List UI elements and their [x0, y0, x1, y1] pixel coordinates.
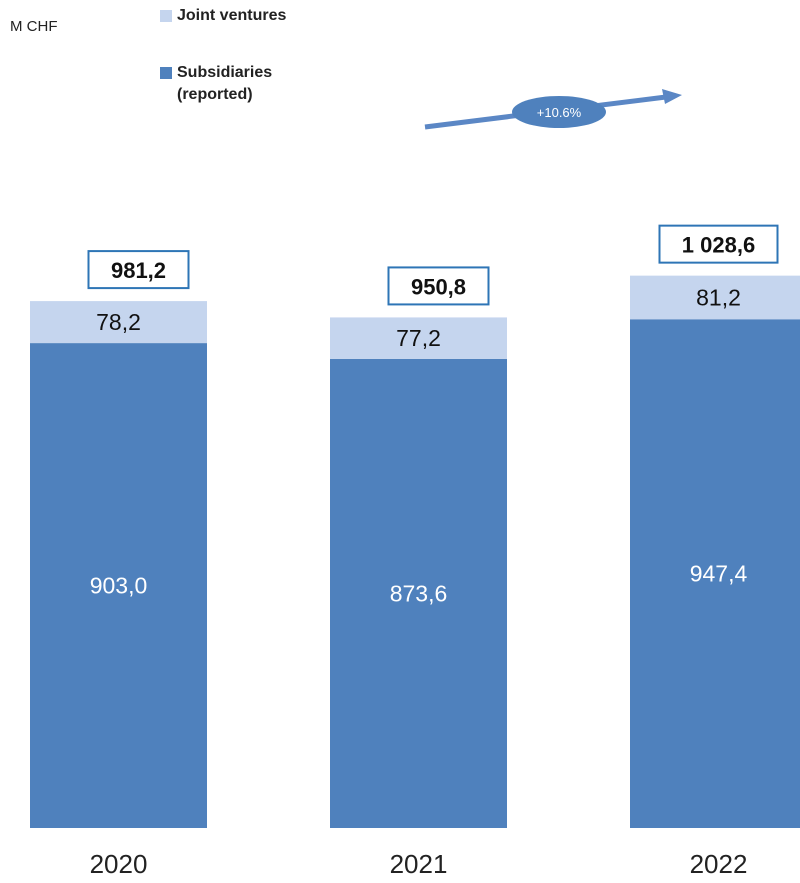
bar-subsidiaries-2021: [330, 358, 507, 828]
value-label-subsidiaries-2021: 873,6: [390, 580, 448, 606]
value-label-joint-ventures-2021: 77,2: [396, 325, 441, 351]
legend-item-joint-ventures: Joint ventures: [160, 5, 286, 27]
value-label-subsidiaries-2020: 903,0: [90, 573, 148, 599]
total-box-2020: [87, 250, 190, 290]
bar-subsidiaries-2022: [630, 319, 800, 828]
growth-badge: [512, 96, 606, 128]
value-label-subsidiaries-2022: 947,4: [690, 561, 748, 587]
total-box-2022: [658, 224, 779, 264]
legend-label-joint-ventures: Joint ventures: [177, 7, 287, 24]
legend-label-subsidiaries: Subsidiaries (reported): [177, 64, 273, 103]
legend-swatch-subsidiaries: [160, 67, 172, 79]
total-label-2020: 981,2: [111, 258, 166, 283]
legend-swatch-joint-ventures: [160, 10, 172, 22]
bar-subsidiaries-2020: [30, 343, 207, 828]
bar-joint-ventures-2022: [630, 275, 800, 320]
total-label-2021: 950,8: [411, 274, 466, 299]
total-label-2022: 1 028,6: [682, 233, 755, 258]
value-label-joint-ventures-2022: 81,2: [696, 284, 741, 310]
total-box-2021: [387, 266, 490, 306]
bar-joint-ventures-2021: [330, 317, 507, 359]
x-tick-label-2021: 2021: [390, 849, 448, 879]
x-tick-label-2020: 2020: [90, 849, 148, 879]
unit-label: M CHF: [10, 18, 58, 35]
value-label-joint-ventures-2020: 78,2: [96, 309, 141, 335]
growth-arrowhead: [662, 89, 682, 104]
legend-item-subsidiaries: Subsidiaries (reported): [160, 62, 272, 106]
bar-joint-ventures-2020: [30, 301, 207, 344]
growth-annotation-label: +10.6%: [537, 105, 582, 120]
x-tick-label-2022: 2022: [690, 849, 748, 879]
